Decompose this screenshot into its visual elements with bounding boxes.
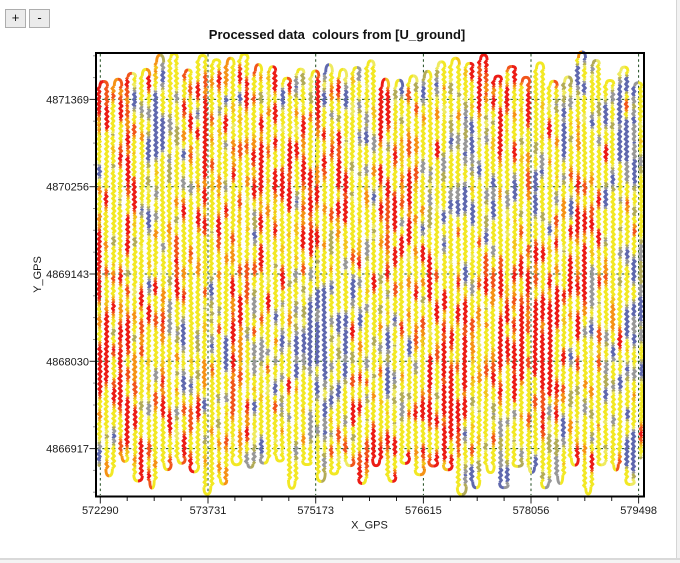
svg-text:575173: 575173 (297, 505, 334, 517)
svg-text:576615: 576615 (405, 505, 442, 517)
svg-text:578056: 578056 (513, 505, 550, 517)
svg-text:572290: 572290 (82, 505, 119, 517)
svg-text:4866917: 4866917 (46, 444, 89, 456)
svg-text:4868030: 4868030 (46, 356, 89, 368)
svg-text:X_GPS: X_GPS (351, 520, 388, 532)
svg-text:Y_GPS: Y_GPS (32, 256, 44, 293)
svg-text:4869143: 4869143 (46, 269, 89, 281)
svg-text:4871369: 4871369 (46, 94, 89, 106)
svg-text:573731: 573731 (190, 505, 227, 517)
svg-text:4870256: 4870256 (46, 182, 89, 194)
svg-text:579498: 579498 (620, 505, 657, 517)
